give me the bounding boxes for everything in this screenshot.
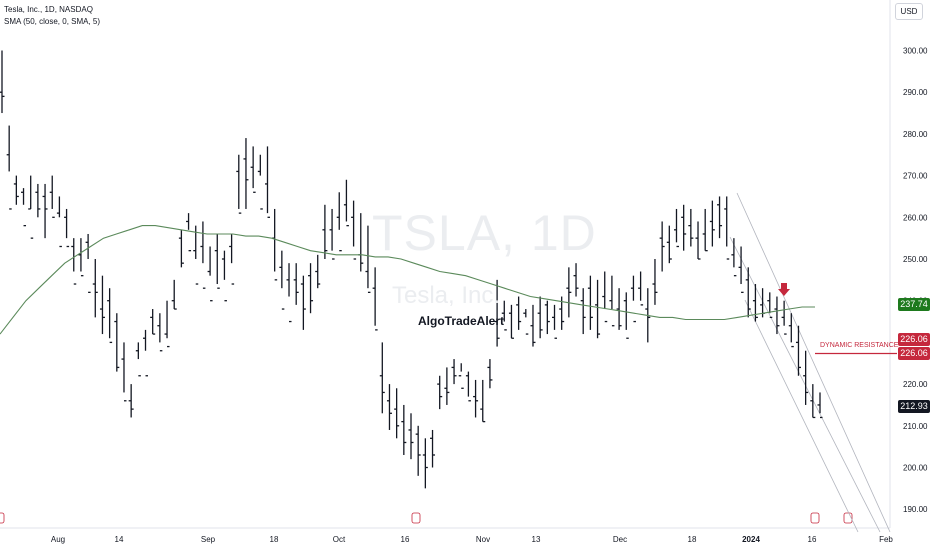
down-arrow-icon bbox=[778, 283, 790, 296]
x-tick-label: Feb bbox=[879, 535, 893, 544]
y-tick-label: 300.00 bbox=[903, 47, 928, 56]
x-tick-label: 13 bbox=[532, 535, 541, 544]
sma-price-label: 237.74 bbox=[898, 298, 930, 311]
y-tick-label: 290.00 bbox=[903, 88, 928, 97]
y-tick-label: 190.00 bbox=[903, 505, 928, 514]
watermark-name: Tesla, Inc. bbox=[392, 282, 501, 309]
x-tick-label: Sep bbox=[201, 535, 216, 544]
y-tick-label: 250.00 bbox=[903, 255, 928, 264]
x-tick-label: 18 bbox=[688, 535, 697, 544]
x-tick-label: 2024 bbox=[742, 535, 760, 544]
channel-line-lower bbox=[744, 299, 859, 533]
y-tick-label: 270.00 bbox=[903, 172, 928, 181]
indicator-legend[interactable]: SMA (50, close, 0, SMA, 5) bbox=[4, 17, 101, 26]
channel-line-upper bbox=[736, 192, 891, 533]
y-tick-label: 210.00 bbox=[903, 422, 928, 431]
x-tick-label: 16 bbox=[808, 535, 817, 544]
last-price-label: 212.93 bbox=[898, 400, 930, 413]
x-tick-label: Aug bbox=[51, 535, 65, 544]
x-tick-label: Dec bbox=[613, 535, 627, 544]
sma-line bbox=[0, 225, 815, 335]
annotation-text: AlgoTradeAlert bbox=[418, 314, 505, 328]
y-tick-label: 260.00 bbox=[903, 213, 928, 222]
x-tick-label: 14 bbox=[115, 535, 124, 544]
resistance-price-label-bottom: 226.06 bbox=[898, 347, 930, 360]
y-tick-label: 200.00 bbox=[903, 464, 928, 473]
symbol-legend[interactable]: Tesla, Inc., 1D, NASDAQ bbox=[4, 5, 93, 14]
x-tick-label: 18 bbox=[270, 535, 279, 544]
dividend-marker bbox=[810, 512, 820, 524]
x-tick-label: Nov bbox=[476, 535, 490, 544]
watermark-ticker: TSLA, 1D bbox=[372, 205, 597, 261]
x-tick-label: Oct bbox=[333, 535, 346, 544]
y-tick-label: 280.00 bbox=[903, 130, 928, 139]
earnings-marker bbox=[0, 512, 5, 524]
resistance-price-label-top: 226.06 bbox=[898, 333, 930, 346]
dynamic-resistance-label: DYNAMIC RESISTANCE bbox=[820, 342, 899, 349]
earnings-marker bbox=[411, 512, 421, 524]
currency-button[interactable]: USD bbox=[895, 3, 923, 20]
x-tick-label: 16 bbox=[401, 535, 410, 544]
y-tick-label: 220.00 bbox=[903, 380, 928, 389]
